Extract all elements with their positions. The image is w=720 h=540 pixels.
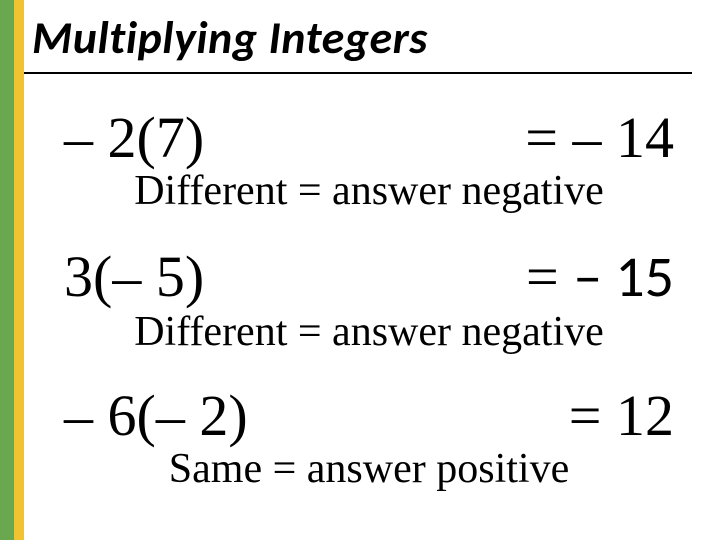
problem-row: 3(– 5) = – 15 bbox=[64, 241, 674, 312]
result: = 12 bbox=[569, 382, 674, 449]
accent-stripe-green bbox=[0, 0, 14, 540]
explanation: Same = answer positive bbox=[64, 445, 674, 493]
explanation: Different = answer negative bbox=[64, 167, 674, 215]
explanation: Different = answer negative bbox=[64, 308, 674, 356]
expression: 3(– 5) bbox=[64, 243, 204, 310]
problem-row: – 2(7) = – 14 bbox=[64, 104, 674, 171]
expression: – 6(– 2) bbox=[64, 382, 248, 449]
page-title: Multiplying Integers bbox=[24, 0, 692, 74]
result-prefix: = bbox=[526, 244, 573, 309]
accent-stripe-yellow bbox=[14, 0, 24, 540]
expression: – 2(7) bbox=[64, 104, 204, 171]
result: = – 15 bbox=[526, 241, 674, 312]
result: = – 14 bbox=[525, 104, 674, 171]
result-suffix: – 15 bbox=[573, 241, 674, 312]
slide-content: Multiplying Integers – 2(7) = – 14 Diffe… bbox=[24, 0, 720, 540]
problems-list: – 2(7) = – 14 Different = answer negativ… bbox=[24, 74, 720, 493]
problem-row: – 6(– 2) = 12 bbox=[64, 382, 674, 449]
